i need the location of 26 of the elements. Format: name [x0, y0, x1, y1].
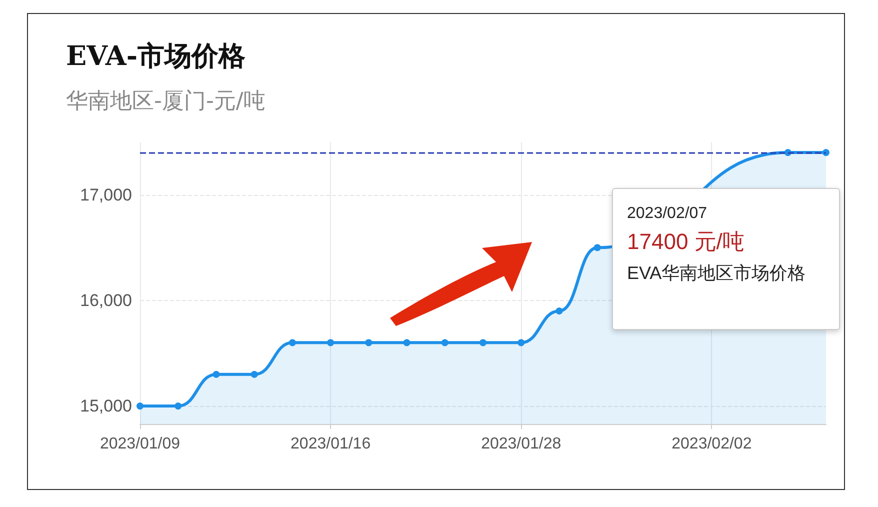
point — [288, 339, 296, 346]
y-tick-label: 16,000 — [80, 290, 132, 310]
x-tick-label: 2023/01/16 — [290, 436, 371, 452]
x-tick-label: 2023/01/09 — [100, 436, 180, 452]
y-tick-label: 17,000 — [80, 185, 132, 204]
point — [441, 339, 448, 346]
y-tick-label: 15,000 — [80, 396, 132, 416]
annotation: 2023/02/07 — [627, 205, 708, 223]
x-tick-label: 2023/02/02 — [672, 436, 752, 452]
point — [518, 339, 525, 346]
point — [403, 339, 410, 346]
point — [136, 402, 144, 410]
point — [212, 370, 220, 378]
point — [327, 339, 334, 346]
annotation: 17400 元/吨 — [627, 228, 746, 256]
x-tick-label: 2023/01/28 — [481, 436, 562, 452]
annotation: EVA华南地区市场价格 — [627, 262, 807, 285]
point — [594, 244, 601, 252]
point — [174, 402, 182, 410]
point — [556, 307, 563, 314]
point — [250, 370, 258, 378]
point — [822, 149, 830, 156]
point — [365, 339, 372, 346]
chart-subtitle: 华南地区-厦门-元/吨 — [66, 88, 266, 116]
point — [480, 339, 486, 346]
chart-title: EVA-市场价格 — [66, 40, 246, 74]
